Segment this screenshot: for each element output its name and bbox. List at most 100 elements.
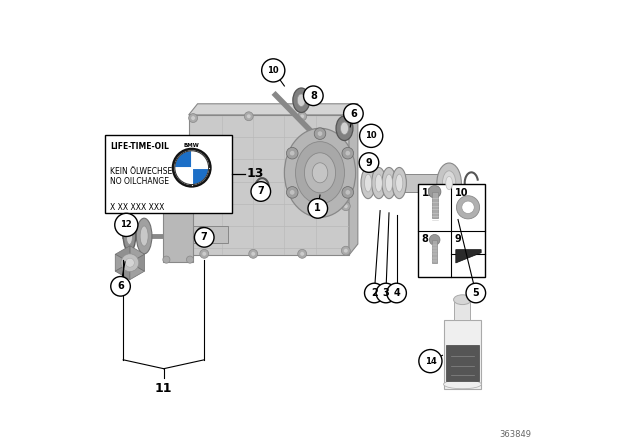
Wedge shape <box>175 151 192 168</box>
Ellipse shape <box>446 177 452 190</box>
Polygon shape <box>130 254 145 271</box>
Circle shape <box>249 250 258 258</box>
Ellipse shape <box>385 174 392 192</box>
Circle shape <box>173 149 211 187</box>
Polygon shape <box>115 263 130 280</box>
Bar <box>418 184 484 277</box>
Circle shape <box>387 283 406 303</box>
Polygon shape <box>189 115 349 255</box>
Bar <box>432 240 437 263</box>
Bar <box>444 320 481 389</box>
Circle shape <box>344 249 348 253</box>
Text: 12: 12 <box>120 220 132 229</box>
Polygon shape <box>163 205 193 262</box>
Ellipse shape <box>392 168 406 198</box>
Circle shape <box>308 198 328 218</box>
Text: LIFE-TIME-OIL: LIFE-TIME-OIL <box>110 142 169 151</box>
Bar <box>399 174 442 192</box>
Ellipse shape <box>336 116 353 141</box>
Text: 9: 9 <box>365 158 372 168</box>
Polygon shape <box>166 223 186 246</box>
Ellipse shape <box>296 142 344 204</box>
Ellipse shape <box>293 88 310 112</box>
Text: 14: 14 <box>424 357 436 366</box>
Text: 13: 13 <box>246 168 264 181</box>
Circle shape <box>298 250 307 258</box>
Circle shape <box>303 86 323 106</box>
Circle shape <box>251 252 255 256</box>
Circle shape <box>115 213 138 237</box>
Text: 5: 5 <box>472 288 479 298</box>
Circle shape <box>246 114 251 118</box>
Circle shape <box>298 112 307 121</box>
Circle shape <box>462 201 474 214</box>
Ellipse shape <box>298 94 305 107</box>
Text: 1: 1 <box>314 203 321 213</box>
Ellipse shape <box>442 171 456 195</box>
Ellipse shape <box>454 295 472 305</box>
Ellipse shape <box>312 163 328 183</box>
Circle shape <box>300 252 305 256</box>
Circle shape <box>466 283 486 303</box>
Text: 6: 6 <box>350 108 356 119</box>
Circle shape <box>175 151 209 185</box>
Circle shape <box>359 153 379 172</box>
Text: 9: 9 <box>455 234 461 244</box>
Text: 363849: 363849 <box>499 430 531 439</box>
Circle shape <box>344 116 348 120</box>
Text: 8: 8 <box>310 91 317 101</box>
Circle shape <box>195 228 214 247</box>
Circle shape <box>188 204 192 208</box>
Text: NO OILCHANGE: NO OILCHANGE <box>110 177 169 186</box>
Circle shape <box>428 185 441 198</box>
Circle shape <box>342 187 353 198</box>
Text: X XX XXX XXX: X XX XXX XXX <box>110 202 164 211</box>
Polygon shape <box>456 250 481 263</box>
Bar <box>454 302 470 320</box>
Ellipse shape <box>284 128 356 217</box>
Circle shape <box>429 234 440 245</box>
Circle shape <box>289 190 295 195</box>
Circle shape <box>186 256 193 263</box>
Circle shape <box>341 202 350 211</box>
Ellipse shape <box>361 168 375 198</box>
Circle shape <box>456 196 479 219</box>
Ellipse shape <box>382 168 396 198</box>
Circle shape <box>314 128 326 139</box>
Circle shape <box>341 114 350 122</box>
Circle shape <box>200 250 209 258</box>
Text: 3: 3 <box>383 288 389 298</box>
Circle shape <box>186 204 193 211</box>
Circle shape <box>345 190 351 195</box>
Ellipse shape <box>444 380 481 389</box>
Circle shape <box>419 349 442 373</box>
Circle shape <box>365 283 384 303</box>
Ellipse shape <box>375 174 382 192</box>
Circle shape <box>202 252 207 256</box>
Ellipse shape <box>396 174 403 192</box>
Circle shape <box>111 276 131 296</box>
Text: 6: 6 <box>117 281 124 291</box>
Circle shape <box>344 204 348 208</box>
Circle shape <box>121 254 139 271</box>
Text: 8: 8 <box>422 234 428 244</box>
Ellipse shape <box>340 122 349 134</box>
Ellipse shape <box>305 153 335 193</box>
Circle shape <box>314 206 326 218</box>
Circle shape <box>244 112 253 121</box>
Text: 7: 7 <box>257 186 264 197</box>
Ellipse shape <box>136 218 152 254</box>
Ellipse shape <box>372 168 386 198</box>
Circle shape <box>262 59 285 82</box>
Ellipse shape <box>437 163 461 203</box>
Ellipse shape <box>365 174 372 192</box>
Bar <box>431 192 438 219</box>
Circle shape <box>163 256 170 263</box>
Text: 4: 4 <box>393 288 400 298</box>
Text: BMW: BMW <box>184 143 200 148</box>
Circle shape <box>186 202 195 211</box>
Circle shape <box>189 114 198 122</box>
Text: 10: 10 <box>455 188 468 198</box>
Wedge shape <box>175 168 192 185</box>
Circle shape <box>360 124 383 147</box>
